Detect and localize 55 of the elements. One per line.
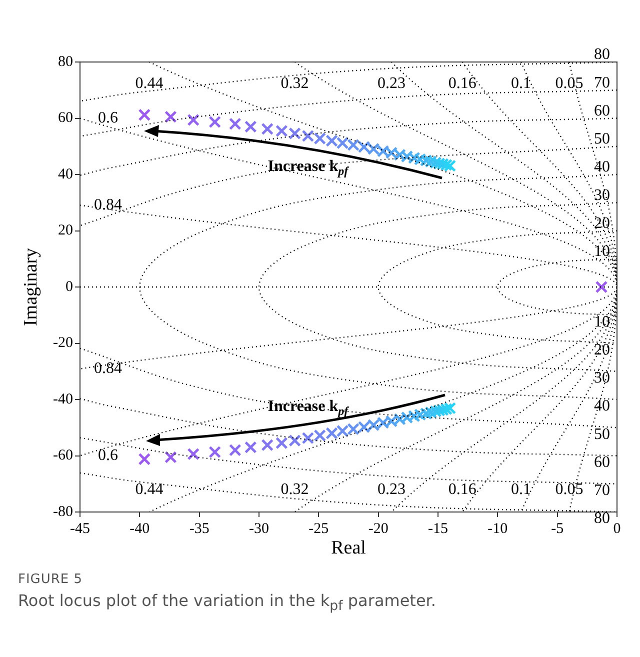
series-label: 60 [594, 102, 610, 120]
text: 0.32 [280, 481, 309, 498]
x-axis-title: Real [331, 538, 366, 559]
series-label: 0.1 [511, 75, 532, 92]
series-label: 80 [594, 46, 610, 64]
text: 0.6 [98, 109, 118, 126]
series-label: 0.44 [135, 75, 164, 92]
x-tick-label: -45 [70, 520, 90, 537]
series-label: 0.16 [448, 75, 476, 92]
text: 20 [594, 341, 610, 358]
text: 80 [594, 510, 610, 528]
series-label: 10 [594, 243, 610, 260]
text: 40 [594, 398, 610, 415]
y-tick-label: 80 [58, 54, 73, 70]
text: 0.44 [135, 481, 164, 498]
text: 10 [594, 313, 610, 330]
x-tick-label: -30 [249, 520, 269, 537]
y-tick-label: -60 [53, 448, 73, 464]
text: 60 [594, 454, 610, 471]
series-label: 30 [594, 186, 610, 204]
x-tick-label: -35 [189, 520, 210, 537]
y-tick-label: 40 [58, 166, 73, 182]
text: Root locus plot of the variation in the k$_{pf}$ parameter. [18, 591, 437, 614]
text: 0.84 [94, 196, 122, 214]
y-tick-label: 60 [58, 110, 73, 126]
x-tick-label: -15 [428, 520, 448, 537]
y-tick-label: 0 [66, 278, 73, 295]
x-tick-label: -10 [488, 520, 508, 537]
series-label: 40 [594, 158, 610, 176]
series-label: 70 [594, 74, 610, 92]
series-label: 0.84 [94, 360, 122, 378]
text: 30 [594, 370, 610, 387]
series-label: 0.32 [280, 75, 309, 92]
text: 0.23 [377, 481, 406, 498]
y-tick-label: 20 [58, 222, 73, 239]
text: 70 [594, 482, 610, 500]
x-tick-label: 0 [613, 520, 621, 537]
text: 50 [594, 426, 610, 443]
x-tick-label: -25 [308, 520, 329, 537]
series-label: 50 [594, 130, 610, 148]
series-label: 0.05 [555, 75, 584, 92]
series-label: 0.23 [377, 75, 406, 92]
x-tick-label: -20 [368, 520, 388, 537]
series-label: 0.6 [98, 446, 118, 464]
text: 0.05 [555, 481, 584, 498]
series-label: 20 [594, 214, 610, 232]
y-tick-label: -40 [53, 391, 73, 408]
x-tick-label: -40 [130, 520, 150, 537]
caption: FIGURE 5 [18, 572, 84, 587]
x-tick-label: -5 [551, 520, 564, 537]
y-axis-title: Imaginary [20, 247, 42, 326]
y-tick-label: -20 [53, 335, 73, 352]
y-tick-label: -80 [53, 504, 73, 520]
text: 0.1 [511, 481, 532, 498]
text: 0.16 [448, 481, 476, 498]
